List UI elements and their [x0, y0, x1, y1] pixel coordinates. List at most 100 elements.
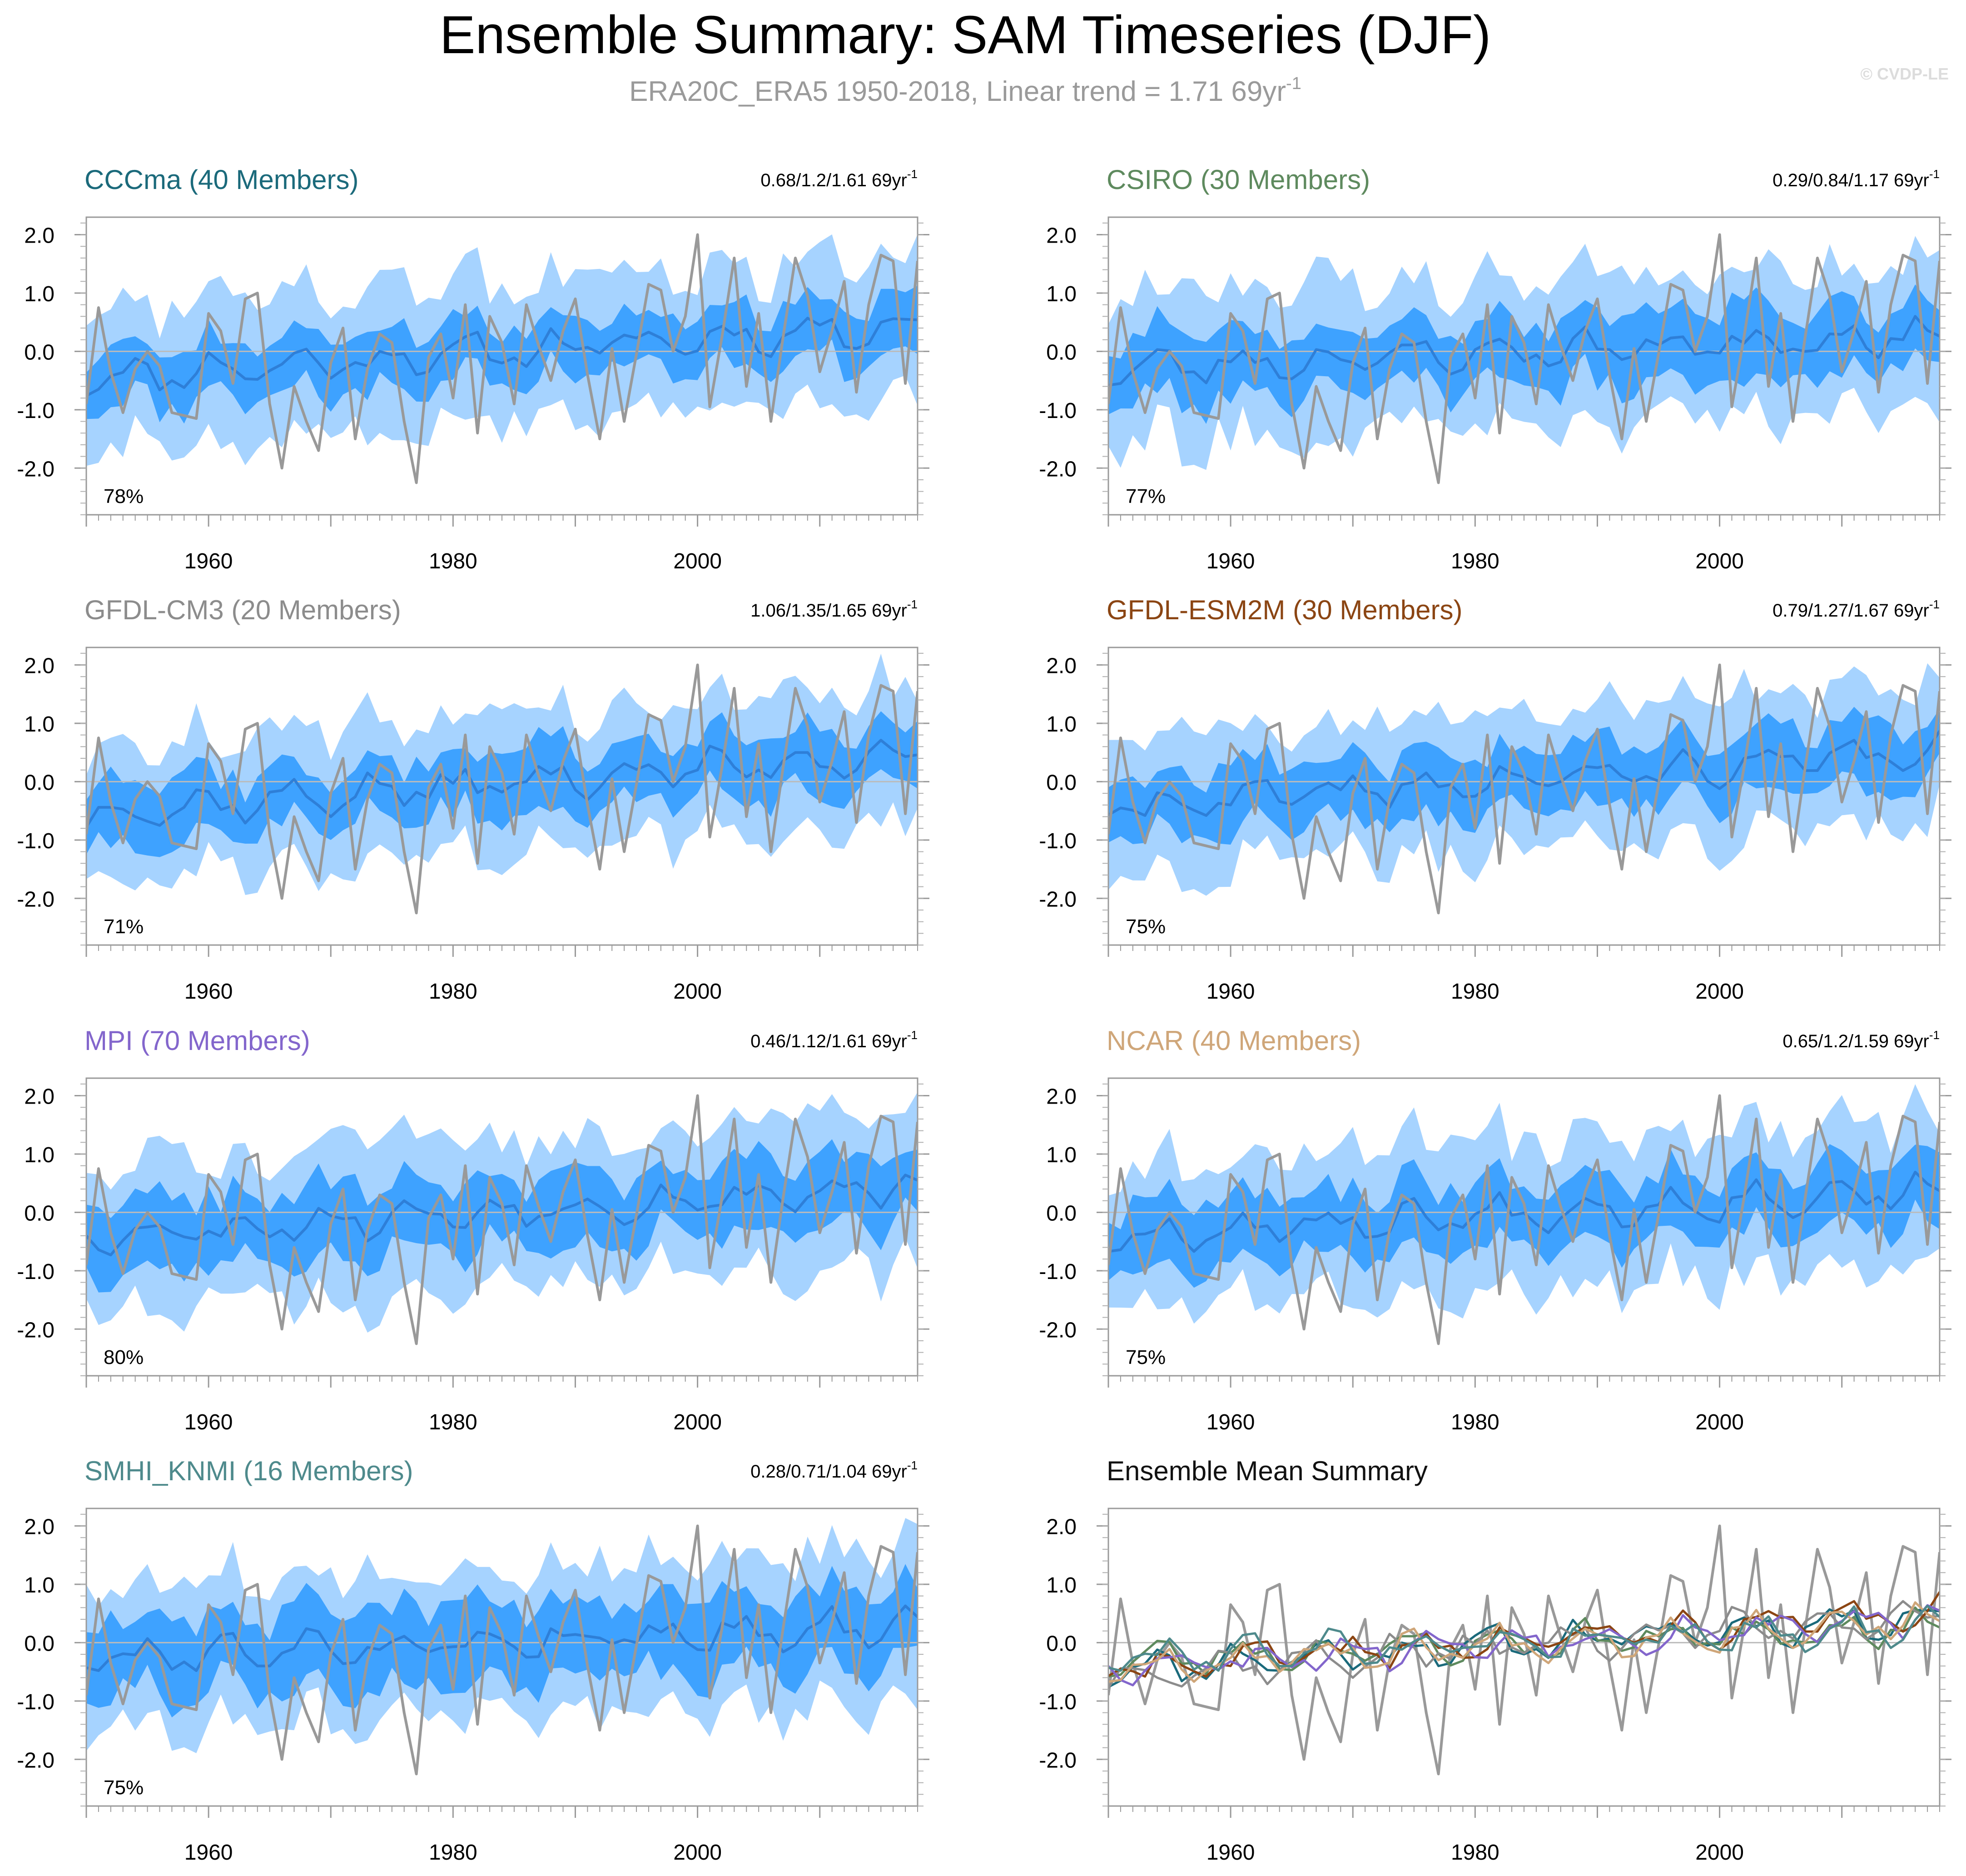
panel-title: Ensemble Mean Summary — [1107, 1456, 1428, 1486]
x-tick-label: 1980 — [1451, 1410, 1499, 1434]
y-tick-label: 0.0 — [1046, 771, 1077, 795]
observed-line — [1108, 233, 1940, 484]
y-tick-label: -1.0 — [17, 399, 55, 423]
x-tick-label: 1960 — [184, 1841, 233, 1865]
y-tick-label: -2.0 — [1039, 1318, 1077, 1342]
x-tick-label: 2000 — [673, 1410, 722, 1434]
y-tick-label: -2.0 — [17, 1318, 55, 1342]
plot-area — [1108, 1084, 1940, 1345]
panel-cccma: CCCma (40 Members) 0.68/1.2/1.61 69yr-1 2.… — [17, 164, 929, 573]
ensemble-mean-line — [86, 317, 918, 397]
y-tick-label: 2.0 — [24, 1085, 55, 1109]
plot-area — [86, 653, 918, 915]
y-tick-label: -1.0 — [17, 829, 55, 853]
panel-title: NCAR (40 Members) — [1107, 1025, 1361, 1056]
observed-line — [1108, 663, 1940, 915]
stats-superscript: -1 — [1929, 167, 1940, 181]
spread-band-25-75 — [1108, 1144, 1940, 1288]
figure-title: Ensemble Summary: SAM Timeseries (DJF) — [440, 5, 1491, 65]
x-tick-label: 2000 — [1695, 980, 1744, 1004]
panel-mpi: MPI (70 Members) 0.46/1.12/1.61 69yr-1 2.0… — [17, 1025, 929, 1434]
stats-text: 0.65/1.2/1.59 69yr — [1782, 1031, 1929, 1051]
y-tick-label: 1.0 — [24, 1143, 55, 1167]
stats-text: 0.79/1.27/1.67 69yr — [1772, 601, 1929, 621]
panel-summary: Ensemble Mean Summary 2.0 1.0 0.0 -1.0 -2.0 19… — [1039, 1456, 1951, 1865]
panel-stats: 0.79/1.27/1.67 69yr-1 — [1772, 597, 1940, 621]
panel-csiro: CSIRO (30 Members) 0.29/0.84/1.17 69yr-1 2… — [1039, 164, 1951, 573]
panel-stats: 0.46/1.12/1.61 69yr-1 — [750, 1028, 918, 1051]
x-tick-label: 1980 — [429, 1410, 477, 1434]
x-tick-label: 1960 — [184, 980, 233, 1004]
y-tick-label: -2.0 — [1039, 457, 1077, 481]
panel-stats: 0.68/1.2/1.61 69yr-1 — [760, 167, 918, 190]
panel-smhi: SMHI_KNMI (16 Members) 0.28/0.71/1.04 69y… — [17, 1456, 929, 1865]
x-tick-label: 1980 — [429, 980, 477, 1004]
x-tick-label: 2000 — [673, 980, 722, 1004]
plot-area — [86, 1518, 918, 1776]
panel-ncar: NCAR (40 Members) 0.65/1.2/1.59 69yr-1 2.0… — [1039, 1025, 1951, 1434]
y-tick-label: 1.0 — [1046, 712, 1077, 736]
observed-line — [86, 233, 918, 484]
y-tick-label: -2.0 — [17, 457, 55, 481]
ensemble-mean-line — [1108, 1170, 1940, 1253]
x-tick-label: 1960 — [184, 549, 233, 573]
agreement-percent: 71% — [104, 916, 144, 938]
y-tick-label: 2.0 — [1046, 1515, 1077, 1539]
stats-text: 0.28/0.71/1.04 69yr — [750, 1462, 907, 1482]
stats-text: 1.06/1.35/1.65 69yr — [750, 601, 907, 621]
y-tick-label: 1.0 — [1046, 1573, 1077, 1597]
y-tick-label: 1.0 — [1046, 282, 1077, 306]
agreement-percent: 77% — [1126, 485, 1166, 508]
y-tick-label: -1.0 — [1039, 1260, 1077, 1284]
panel-title: SMHI_KNMI (16 Members) — [84, 1456, 413, 1486]
plot-area — [1108, 233, 1940, 484]
plot-area — [1108, 663, 1940, 915]
figure-subtitle: ERA20C_ERA5 1950-2018, Linear trend = 1.… — [629, 74, 1301, 107]
plot-area — [86, 233, 918, 484]
y-tick-label: 2.0 — [24, 1515, 55, 1539]
series-line-ncar — [1108, 1601, 1940, 1683]
y-tick-label: 2.0 — [24, 654, 55, 678]
agreement-percent: 75% — [1126, 916, 1166, 938]
panel-title: CCCma (40 Members) — [84, 164, 358, 195]
y-tick-label: -1.0 — [17, 1260, 55, 1284]
x-tick-label: 1980 — [429, 549, 477, 573]
y-tick-label: -1.0 — [17, 1690, 55, 1714]
x-tick-label: 2000 — [1695, 549, 1744, 573]
x-tick-label: 2000 — [1695, 1841, 1744, 1865]
panel-stats: 0.29/0.84/1.17 69yr-1 — [1772, 167, 1940, 190]
x-tick-label: 1960 — [1206, 1410, 1255, 1434]
series-line-smhi_knmi — [1108, 1605, 1940, 1672]
stats-superscript: -1 — [907, 597, 918, 611]
stats-superscript: -1 — [907, 167, 918, 181]
spread-band-25-75 — [86, 285, 918, 424]
observed-line — [86, 1094, 918, 1345]
agreement-percent: 78% — [104, 485, 144, 508]
panel-stats: 0.65/1.2/1.59 69yr-1 — [1782, 1028, 1940, 1051]
spread-band-25-75 — [1108, 284, 1940, 424]
y-tick-label: 2.0 — [24, 224, 55, 248]
panel-title: CSIRO (30 Members) — [1107, 164, 1370, 195]
x-tick-label: 1980 — [1451, 980, 1499, 1004]
subtitle-superscript: -1 — [1286, 74, 1301, 93]
stats-superscript: -1 — [1929, 1028, 1940, 1042]
agreement-percent: 80% — [104, 1346, 144, 1368]
y-tick-label: -2.0 — [17, 887, 55, 911]
ensemble-mean-line — [86, 739, 918, 828]
y-tick-label: 2.0 — [1046, 224, 1077, 248]
y-tick-label: 0.0 — [1046, 1201, 1077, 1225]
y-tick-label: -1.0 — [1039, 829, 1077, 853]
panel-gfdlesm2m: GFDL-ESM2M (30 Members) 0.79/1.27/1.67 69… — [1039, 595, 1951, 1004]
stats-superscript: -1 — [907, 1458, 918, 1472]
y-tick-label: 2.0 — [1046, 654, 1077, 678]
agreement-percent: 75% — [1126, 1346, 1166, 1368]
stats-text: 0.46/1.12/1.61 69yr — [750, 1031, 907, 1051]
y-tick-label: 0.0 — [1046, 1632, 1077, 1656]
stats-superscript: -1 — [1929, 597, 1940, 611]
agreement-percent: 75% — [104, 1776, 144, 1799]
y-tick-label: 0.0 — [24, 340, 55, 364]
panel-gfdlcm3: GFDL-CM3 (20 Members) 1.06/1.35/1.65 69yr… — [17, 595, 929, 1004]
y-tick-label: -2.0 — [17, 1748, 55, 1772]
y-tick-label: -2.0 — [1039, 887, 1077, 911]
x-tick-label: 1980 — [1451, 1841, 1499, 1865]
